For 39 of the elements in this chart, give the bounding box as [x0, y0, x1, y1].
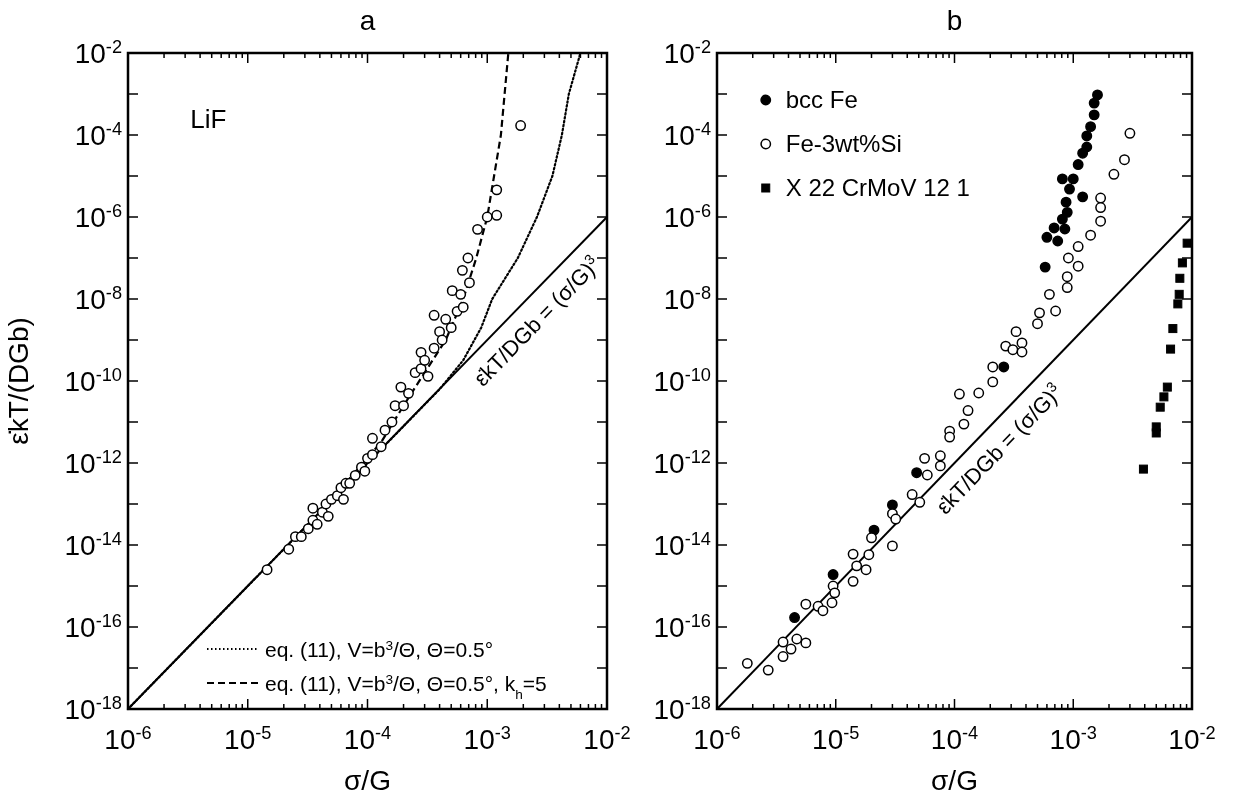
y-tick-label: 10$^{-14}$ [653, 529, 711, 561]
y-tick-label: 10$^{-4}$ [74, 119, 122, 151]
y-tick-label: 10$^{-16}$ [653, 611, 711, 643]
y-tick-label: 10$^{-4}$ [663, 119, 711, 151]
legend-label: X 22 CrMoV 12 1 [785, 174, 970, 201]
legend-label: Fe-3wt%Si [785, 130, 902, 157]
y-tick-label: 10$^{-10}$ [653, 365, 711, 397]
x-tick-label: 10$^{-3}$ [1049, 723, 1097, 755]
chart-title: a [359, 5, 376, 36]
x-tick-label: 10$^{-3}$ [463, 723, 511, 755]
legend-label: eq. (11), V=b$^{3}$/Θ, Θ=0.5°, k$_{h}$=5 [265, 671, 547, 702]
y-tick-label: 10$^{-18}$ [653, 693, 711, 725]
legend-label: eq. (11), V=b$^{3}$/Θ, Θ=0.5° [265, 637, 494, 661]
y-tick-label: 10$^{-8}$ [663, 283, 711, 315]
x-tick-label: 10$^{-6}$ [104, 723, 152, 755]
y-tick-label: 10$^{-12}$ [64, 447, 122, 479]
y-tick-label: 10$^{-8}$ [74, 283, 122, 315]
y-tick-label: 10$^{-6}$ [663, 201, 711, 233]
x-tick-label: 10$^{-2}$ [583, 723, 631, 755]
y-tick-label: 10$^{-14}$ [64, 529, 122, 561]
y-tick-label: 10$^{-2}$ [74, 37, 122, 69]
annotation: LiF [190, 104, 227, 134]
y-tick-label: 10$^{-16}$ [64, 611, 122, 643]
legend-label: bcc Fe [785, 86, 858, 113]
y-tick-label: 10$^{-10}$ [64, 365, 122, 397]
y-axis-title: ε̇kT/(DGb) [3, 317, 34, 445]
y-tick-label: 10$^{-6}$ [74, 201, 122, 233]
x-tick-label: 10$^{-5}$ [224, 723, 272, 755]
y-tick-label: 10$^{-18}$ [64, 693, 122, 725]
x-tick-label: 10$^{-5}$ [812, 723, 860, 755]
y-tick-label: 10$^{-12}$ [653, 447, 711, 479]
x-axis-title: σ/G [931, 765, 978, 796]
chart-title: b [946, 5, 963, 36]
x-tick-label: 10$^{-4}$ [930, 723, 979, 755]
x-tick-label: 10$^{-2}$ [1168, 723, 1216, 755]
y-tick-label: 10$^{-2}$ [663, 37, 711, 69]
x-tick-label: 10$^{-6}$ [693, 723, 741, 755]
x-axis-title: σ/G [344, 765, 391, 796]
x-tick-label: 10$^{-4}$ [343, 723, 392, 755]
